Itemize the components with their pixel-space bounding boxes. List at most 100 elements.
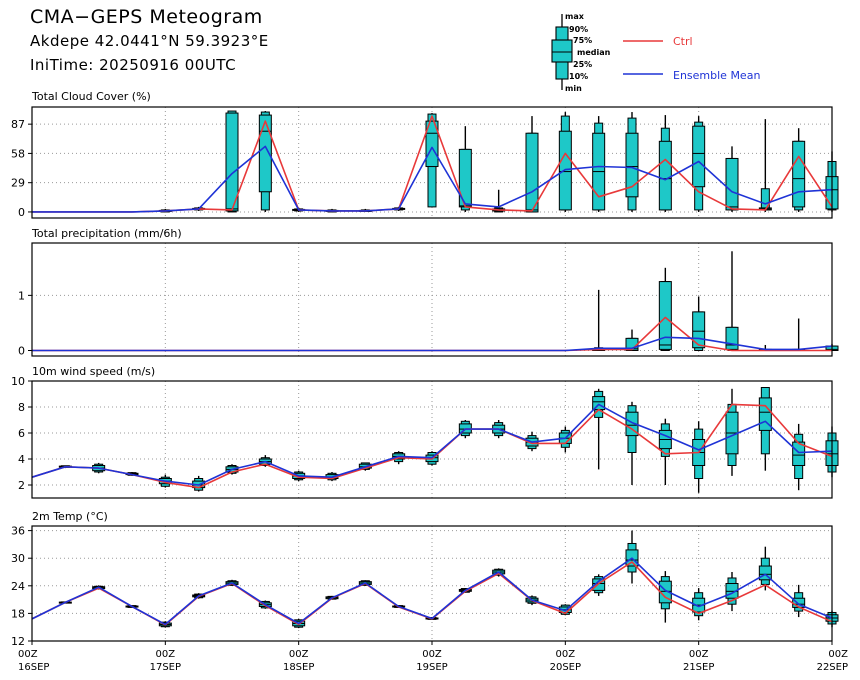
ensemble-boxplot: [558, 112, 572, 212]
panel-title: 2m Temp (°C): [32, 510, 108, 523]
y-tick-label: 2: [18, 479, 25, 492]
ensemble-mean-series-line: [31, 403, 833, 486]
ensemble-boxplot: [758, 119, 772, 212]
x-tick-label-hour: 00Z: [156, 649, 176, 660]
legend-label-p75: 75%: [573, 36, 592, 45]
legend-box-inner: [551, 39, 573, 63]
legend-label-p25: 25%: [573, 60, 592, 69]
x-tick-label-date: 18SEP: [283, 662, 314, 673]
ensemble-mean-series-line: [31, 557, 833, 626]
ensemble-boxplot: [492, 189, 506, 213]
y-tick-label: 0: [18, 206, 25, 219]
x-tick-label-hour: 00Z: [18, 649, 38, 660]
box-inner-p25-p75: [792, 140, 806, 208]
ensemble-boxplot: [792, 128, 806, 212]
y-tick-label: 18: [11, 607, 25, 620]
ensemble-boxplot: [658, 418, 672, 485]
y-tick-label: 24: [11, 580, 25, 593]
x-tick-label-hour: 00Z: [289, 649, 309, 660]
x-tick-label-hour: 00Z: [556, 649, 576, 660]
chart-panel-1: Total precipitation (mm/6h) 0 1: [18, 227, 839, 357]
y-tick-label: 36: [11, 525, 25, 538]
legend-ctrl-label: Ctrl: [673, 35, 693, 48]
x-tick-label-date: 16SEP: [18, 662, 49, 673]
legend-label-p10: 10%: [569, 72, 588, 81]
ctrl-series-line: [32, 316, 832, 352]
ensemble-boxplot: [758, 387, 772, 471]
ensemble-boxplot: [692, 421, 706, 493]
y-tick-label: 58: [11, 147, 25, 160]
ensemble-boxplot: [725, 388, 739, 476]
box-inner-p25-p75: [625, 411, 639, 437]
ensemble-boxplot: [725, 251, 739, 351]
x-tick-label-date: 17SEP: [150, 662, 181, 673]
ensemble-boxplot: [225, 110, 239, 213]
x-tick-label-date: 19SEP: [416, 662, 447, 673]
ensemble-boxplot: [658, 267, 672, 351]
y-tick-label: 12: [11, 635, 25, 648]
box-inner-p25-p75: [725, 157, 739, 211]
box-inner-p25-p75: [592, 578, 606, 591]
ctrl-series-line: [31, 561, 833, 626]
y-tick-label: 4: [18, 453, 25, 466]
ensemble-mean-series-line: [32, 145, 833, 213]
legend-label-p90: 90%: [569, 25, 588, 34]
ensemble-boxplot: [625, 530, 639, 584]
legend-label-median: median: [577, 48, 611, 57]
legend-mean-label: Ensemble Mean: [673, 69, 760, 82]
ensemble-boxplot: [425, 113, 439, 208]
box-inner-p25-p75: [425, 120, 439, 168]
y-tick-label: 29: [11, 177, 25, 190]
box-inner-p25-p75: [658, 140, 672, 211]
ensemble-boxplot: [458, 126, 472, 212]
panel-frame: [31, 380, 833, 499]
box-inner-p25-p75: [258, 114, 272, 193]
init-time-label: IniTime: 20250916 00UTC: [30, 56, 237, 74]
y-tick-label: 30: [11, 552, 25, 565]
y-tick-label: 0: [18, 344, 25, 357]
ensemble-boxplot: [758, 546, 772, 591]
ctrl-series-line: [31, 403, 833, 489]
box-inner-p25-p75: [658, 281, 672, 350]
panel-frame: [31, 106, 833, 219]
panel-title: Total Cloud Cover (%): [31, 90, 151, 103]
y-tick-label: 87: [11, 118, 25, 131]
ensemble-mean-series-line: [32, 336, 833, 352]
panel-title: Total precipitation (mm/6h): [31, 227, 182, 240]
ensemble-boxplot: [792, 423, 806, 491]
x-tick-label-date: 22SEP: [817, 662, 848, 673]
x-tick-label-date: 20SEP: [550, 662, 581, 673]
box-inner-p25-p75: [225, 112, 239, 212]
chart-legend: max 90% 75% median 25% 10% min Ctrl Ense…: [551, 12, 760, 93]
ensemble-boxplot: [592, 574, 606, 596]
box-inner-p25-p75: [558, 130, 572, 211]
page-title: CMA−GEPS Meteogram: [30, 6, 263, 28]
ensemble-boxplot: [792, 318, 806, 351]
ensemble-boxplot: [625, 112, 639, 212]
chart-panel-2: 10m wind speed (m/s) 2 4 6 8 10: [11, 365, 839, 499]
chart-panel-0: Total Cloud Cover (%) 0 29 58 87: [11, 90, 839, 219]
box-inner-p25-p75: [725, 326, 739, 350]
ensemble-boxplot: [725, 146, 739, 212]
box-inner-p25-p75: [625, 132, 639, 198]
ensemble-boxplot: [592, 289, 606, 351]
y-tick-label: 8: [18, 401, 25, 414]
y-tick-label: 1: [18, 289, 25, 302]
x-tick-label-hour: 00Z: [828, 649, 848, 660]
x-tick-label-hour: 00Z: [689, 649, 709, 660]
panel-title: 10m wind speed (m/s): [32, 365, 155, 378]
y-tick-label: 6: [18, 427, 25, 440]
location-label: Akdepe 42.0441°N 59.3923°E: [30, 32, 269, 50]
ensemble-boxplot: [592, 388, 606, 470]
box-inner-p25-p75: [525, 132, 539, 213]
x-tick-label-date: 21SEP: [683, 662, 714, 673]
y-tick-label: 10: [11, 375, 25, 388]
ensemble-boxplot: [625, 401, 639, 485]
chart-panel-3: 2m Temp (°C) 12 18 24 30 36: [11, 510, 839, 648]
panel-frame: [31, 525, 833, 642]
panel-frame: [31, 242, 833, 357]
x-tick-label-hour: 00Z: [422, 649, 442, 660]
legend-label-max: max: [565, 12, 585, 21]
ensemble-boxplot: [525, 116, 539, 213]
